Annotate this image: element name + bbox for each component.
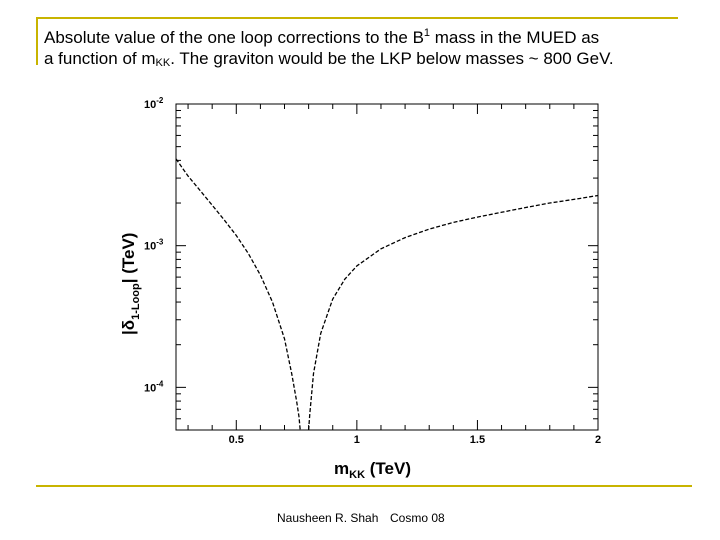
x-tick-label: 2: [595, 434, 601, 446]
correction-curve-segment-2: [307, 194, 599, 431]
plot-frame: [175, 103, 599, 431]
caption-line-2-tail: . The graviton would be the LKP below ma…: [170, 49, 614, 68]
title-frame-top-rule: [36, 17, 678, 19]
correction-curve-segment-1: [175, 158, 301, 431]
x-axis-title-unit: (TeV): [365, 459, 411, 478]
y-tick-label-base: 10: [144, 99, 156, 111]
caption-subscript: KK: [155, 57, 171, 69]
y-tick-labels: 10-210-310-4: [144, 96, 164, 394]
x-axis-title: mKK (TeV): [334, 459, 411, 481]
y-axis-title: |δ1-Loop| (TeV): [119, 233, 142, 335]
y-tick-label-base: 10: [144, 241, 156, 253]
caption-line-1-tail: mass in the MUED as: [430, 28, 600, 47]
slide-caption: Absolute value of the one loop correctio…: [44, 27, 704, 69]
x-axis-title-sub: KK: [349, 469, 365, 481]
caption-line-2-text: a function of m: [44, 49, 156, 68]
x-axis-title-main: m: [334, 459, 349, 478]
caption-superscript: 1: [423, 27, 431, 39]
caption-line-1: Absolute value of the one loop correctio…: [44, 27, 704, 48]
title-frame-left-rule: [36, 17, 38, 65]
x-tick-label: 0.5: [229, 434, 244, 446]
footer-author: Nausheen R. Shah: [277, 511, 379, 525]
y-tick-label-exponent: -3: [156, 238, 164, 247]
y-tick-label-exponent: -4: [156, 379, 164, 388]
axis-ticks: [176, 103, 599, 431]
y-tick-label: 10-4: [144, 379, 164, 394]
y-tick-label: 10-2: [144, 96, 164, 111]
x-tick-labels: 0.5 1 1.5 2: [229, 434, 601, 446]
series-layer: [175, 158, 599, 431]
y-tick-label: 10-3: [144, 238, 164, 253]
footer-event: Cosmo 08: [390, 511, 445, 525]
y-axis-title-unit: | (TeV): [119, 233, 138, 284]
y-axis-title-sub: 1-Loop: [130, 283, 142, 320]
y-tick-label-exponent: -2: [156, 96, 164, 105]
y-axis-title-main: |δ: [119, 320, 138, 335]
x-tick-label: 1.5: [470, 434, 485, 446]
caption-line-2: a function of mKK. The graviton would be…: [44, 48, 704, 69]
footer-rule: [36, 485, 692, 487]
x-tick-label: 1: [354, 434, 360, 446]
y-tick-label-base: 10: [144, 382, 156, 394]
caption-line-1-text: Absolute value of the one loop correctio…: [44, 28, 424, 47]
